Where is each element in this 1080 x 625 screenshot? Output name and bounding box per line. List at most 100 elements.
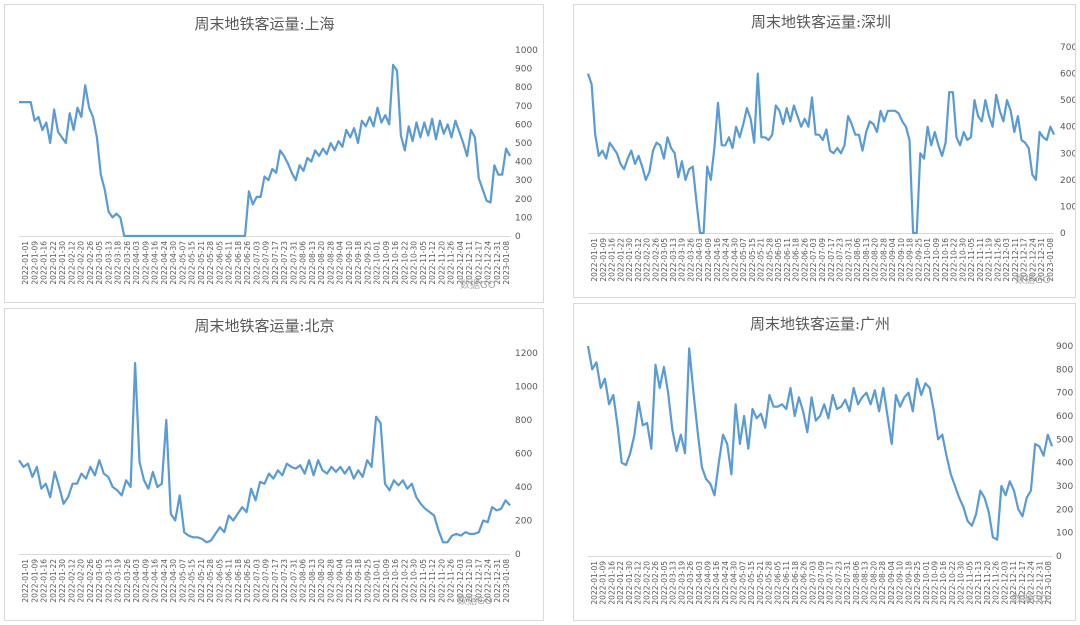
x-tick-label: 2022-06-18: [234, 241, 243, 285]
x-tick-label: 2022-05-15: [188, 241, 197, 285]
x-tick-label: 2022-06-11: [225, 241, 234, 285]
chart-title: 周末地铁客运量:广州: [750, 315, 890, 333]
x-tick-label: 2022-10-16: [941, 238, 950, 282]
y-tick-label: 0: [515, 232, 521, 242]
y-tick-label: 400: [515, 158, 532, 168]
x-tick-label: 2022-12-17: [474, 241, 483, 285]
y-tick-label: 700: [1056, 389, 1073, 399]
y-tick-label: 300: [1056, 482, 1073, 492]
y-tick-label: 0: [1056, 552, 1062, 562]
y-tick-label: 1000: [515, 46, 538, 56]
x-tick-label: 2022-03-26: [686, 238, 695, 282]
x-tick-label: 2022-12-24: [484, 241, 493, 285]
y-tick-label: 100: [515, 213, 532, 223]
x-tick-label: 2022-12-31: [493, 559, 502, 603]
x-tick-label: 2022-11-26: [447, 241, 456, 285]
x-tick-label: 2022-07-03: [252, 559, 261, 603]
x-tick-label: 2022-06-05: [215, 559, 224, 603]
x-tick-label: 2022-04-30: [169, 559, 178, 603]
x-tick-label: 2022-11-05: [967, 238, 976, 282]
x-tick-label: 2022-11-05: [419, 241, 428, 285]
x-tick-label: 2022-12-31: [1035, 561, 1044, 605]
x-tick-label: 2022-02-12: [67, 241, 76, 285]
x-tick-label: 2022-11-20: [983, 561, 992, 605]
y-tick-label: 300: [1060, 149, 1075, 159]
chart-panel-guangzhou: 周末地铁客运量:广州 0 100 200 300 400 500 600 700 800 900 20…: [573, 303, 1076, 621]
x-tick-label: 2022-02-20: [77, 559, 86, 603]
x-tick-label: 2022-02-26: [651, 561, 660, 605]
y-tick-label: 700: [515, 102, 532, 112]
x-tick-label: 2022-04-03: [132, 559, 141, 603]
x-tick-label: 2022-01-01: [21, 241, 30, 285]
y-tick-label: 800: [515, 83, 532, 93]
x-tick-label: 2022-06-11: [783, 238, 792, 282]
x-tick-label: 2022-09-25: [913, 561, 922, 605]
x-tick-label: 2022-03-13: [104, 559, 113, 603]
watermark-text: 数据GO: [1012, 592, 1048, 605]
x-tick-label: 2022-04-30: [730, 561, 739, 605]
x-tick-label: 2022-01-16: [40, 559, 49, 603]
x-tick-label: 2022-08-06: [853, 238, 862, 282]
chart-panel-shenzhen: 周末地铁客运量:深圳 0 100 200 300 400 500 600 700 2022-01-…: [573, 4, 1076, 298]
x-tick-label: 2022-09-25: [914, 238, 923, 282]
x-tick-label: 2022-07-23: [280, 559, 289, 603]
x-tick-label: 2022-03-13: [669, 238, 678, 282]
x-tick-label: 2022-06-26: [800, 561, 809, 605]
x-tick-label: 2022-01-30: [58, 241, 67, 285]
x-tick-label: 2022-06-26: [243, 241, 252, 285]
x-tick-label: 2022-09-25: [363, 241, 372, 285]
x-tick-label: 2022-01-22: [616, 561, 625, 605]
x-tick-label: 2022-01-09: [599, 238, 608, 282]
x-tick-label: 2022-04-30: [730, 238, 739, 282]
x-tick-label: 2022-01-22: [49, 241, 58, 285]
x-tick-label: 2022-12-11: [1011, 238, 1020, 282]
x-tick-label: 2022-05-28: [765, 561, 774, 605]
x-tick-label: 2022-03-26: [686, 561, 695, 605]
x-tick-label: 2022-11-19: [985, 238, 994, 282]
y-tick-label: 200: [1056, 505, 1073, 515]
x-tick-label: 2022-02-20: [642, 561, 651, 605]
x-tick-label: 2022-11-05: [419, 559, 428, 603]
x-tick-label: 2022-04-24: [721, 561, 730, 605]
y-tick-label: 500: [1056, 435, 1073, 445]
x-tick-label: 2022-03-19: [678, 238, 687, 282]
y-tick-label: 800: [515, 416, 532, 426]
y-tick-label: 600: [515, 450, 532, 460]
x-tick-label: 2023-01-08: [1044, 561, 1053, 605]
y-tick-label: 200: [515, 517, 532, 527]
x-tick-label: 2022-09-18: [354, 559, 363, 603]
x-tick-label: 2022-06-11: [225, 559, 234, 603]
x-tick-label: 2023-01-08: [502, 559, 511, 603]
chart-svg-shanghai: 周末地铁客运量:上海 0 100 200 300 400 500 600 700 800 900 10…: [19, 15, 538, 291]
x-tick-label: 2022-12-03: [456, 559, 465, 603]
x-tick-label: 2022-08-28: [879, 238, 888, 282]
y-tick-label: 100: [1060, 202, 1075, 212]
x-tick-label: 2022-12-17: [1020, 238, 1029, 282]
x-tick-label: 2022-10-01: [373, 559, 382, 603]
x-tick-label: 2022-10-01: [373, 241, 382, 285]
x-tick-label: 2022-01-01: [21, 559, 30, 603]
x-tick-label: 2022-09-10: [897, 238, 906, 282]
x-tick-label: 2022-06-11: [782, 561, 791, 605]
x-tick-label: 2022-05-28: [765, 238, 774, 282]
x-tick-label: 2022-01-30: [58, 559, 67, 603]
x-tick-label: 2022-04-09: [704, 561, 713, 605]
x-tick-label: 2022-05-28: [206, 241, 215, 285]
watermark-text: 数据GO: [1015, 273, 1051, 286]
x-tick-label: 2022-12-17: [474, 559, 483, 603]
x-tick-label: 2022-03-18: [114, 241, 123, 285]
x-tick-label: 2022-10-09: [382, 559, 391, 603]
x-tick-label: 2022-08-13: [308, 241, 317, 285]
x-tick-label: 2022-02-20: [77, 241, 86, 285]
x-tick-label: 2022-02-12: [634, 238, 643, 282]
x-tick-label: 2022-09-04: [888, 238, 897, 282]
x-tick-label: 2022-07-17: [827, 238, 836, 282]
y-tick-label: 300: [515, 176, 532, 186]
x-tick-label: 2022-09-18: [904, 561, 913, 605]
x-tick-label: 2022-07-03: [808, 561, 817, 605]
series-line: [18, 361, 511, 544]
x-tick-label: 2022-12-10: [465, 559, 474, 603]
x-tick-label: 2022-09-18: [354, 241, 363, 285]
x-tick-label: 2022-10-16: [391, 559, 400, 603]
x-tick-label: 2022-09-18: [906, 238, 915, 282]
